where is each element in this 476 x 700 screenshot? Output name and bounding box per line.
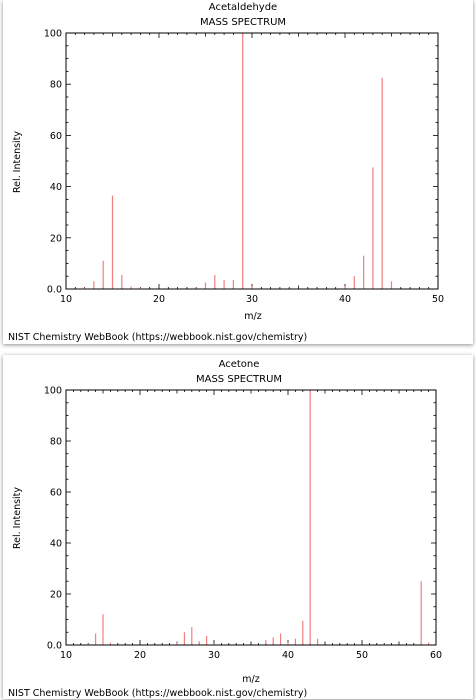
y-tick-label: 0.0 — [47, 641, 62, 652]
acetaldehyde-mass-spectrum-chart: Acetaldehyde MASS SPECTRUM Rel. Intensit… — [8, 2, 444, 343]
y-axis-label: Rel. Intensity — [12, 131, 23, 193]
acetaldehyde-spectrum-panel: Acetaldehyde MASS SPECTRUM Rel. Intensit… — [3, 0, 473, 344]
y-tick-label: 60 — [50, 131, 62, 142]
x-tick-label: 20 — [134, 650, 146, 661]
y-tick-label: 100 — [44, 29, 62, 40]
plot-frame — [65, 389, 437, 646]
y-tick-label: 0.0 — [47, 285, 62, 296]
chart-title: Acetone — [219, 359, 260, 370]
x-tick-label: 30 — [246, 294, 258, 305]
y-tick-label: 40 — [50, 539, 62, 550]
y-tick-label: 100 — [44, 386, 62, 397]
chart-subtitle: MASS SPECTRUM — [196, 374, 282, 385]
x-axis-label: m/z — [242, 674, 259, 685]
x-axis-label: m/z — [244, 311, 261, 322]
y-tick-label: 80 — [50, 80, 62, 91]
y-tick-label: 40 — [50, 182, 62, 193]
plot-frame — [65, 32, 439, 290]
x-tick-label: 40 — [282, 650, 294, 661]
acetone-spectrum-panel: Acetone MASS SPECTRUM Rel. Intensity m/z… — [3, 355, 473, 699]
x-tick-label: 30 — [208, 650, 220, 661]
y-tick-label: 80 — [50, 437, 62, 448]
acetone-mass-spectrum-chart: Acetone MASS SPECTRUM Rel. Intensity m/z… — [8, 359, 442, 699]
x-tick-label: 50 — [356, 650, 368, 661]
y-axis-label: Rel. Intensity — [12, 487, 23, 549]
y-tick-label: 20 — [50, 233, 62, 244]
y-tick-label: 60 — [50, 488, 62, 499]
x-tick-label: 60 — [430, 650, 442, 661]
x-tick-label: 10 — [60, 294, 72, 305]
chart-title: Acetaldehyde — [209, 2, 277, 13]
x-tick-label: 50 — [432, 294, 444, 305]
x-tick-label: 20 — [153, 294, 165, 305]
x-tick-label: 40 — [339, 294, 351, 305]
chart-subtitle: MASS SPECTRUM — [200, 17, 286, 28]
x-tick-label: 10 — [60, 650, 72, 661]
source-footer: NIST Chemistry WebBook (https://webbook.… — [8, 688, 307, 699]
y-tick-label: 20 — [50, 590, 62, 601]
source-footer: NIST Chemistry WebBook (https://webbook.… — [8, 332, 307, 343]
